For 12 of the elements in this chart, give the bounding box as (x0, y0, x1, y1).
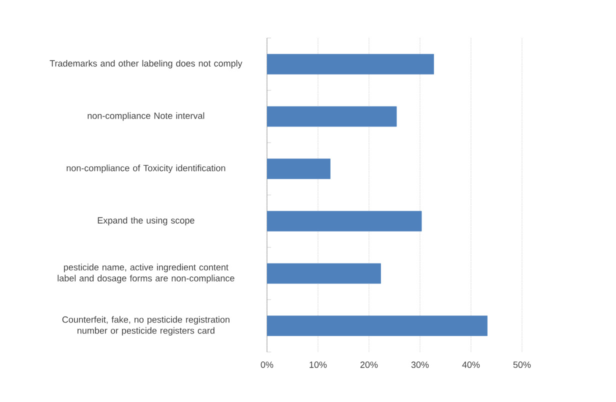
x-tick-label: 0% (260, 362, 274, 368)
y-tick-label: Trademarks and other labeling does not comply (50, 60, 242, 68)
x-tick-label: 10% (310, 362, 327, 368)
x-tick-label: 50% (513, 362, 531, 368)
y-tick-label: Counterfeit, fake, no pesticide registration number or pesticide registers card (62, 316, 230, 336)
x-tick-label: 40% (462, 362, 480, 368)
y-tick-label: Expand the using scope (98, 216, 194, 226)
y-tick-label: pesticide name, active ingredient content label and dosage forms are non-compliance (58, 264, 234, 284)
x-tick-label: 30% (411, 362, 429, 368)
x-tick-label: 20% (360, 362, 378, 368)
y-tick-label: non-compliance Note interval (88, 112, 204, 121)
y-tick-label: non-compliance of Toxicity identification (66, 164, 226, 174)
